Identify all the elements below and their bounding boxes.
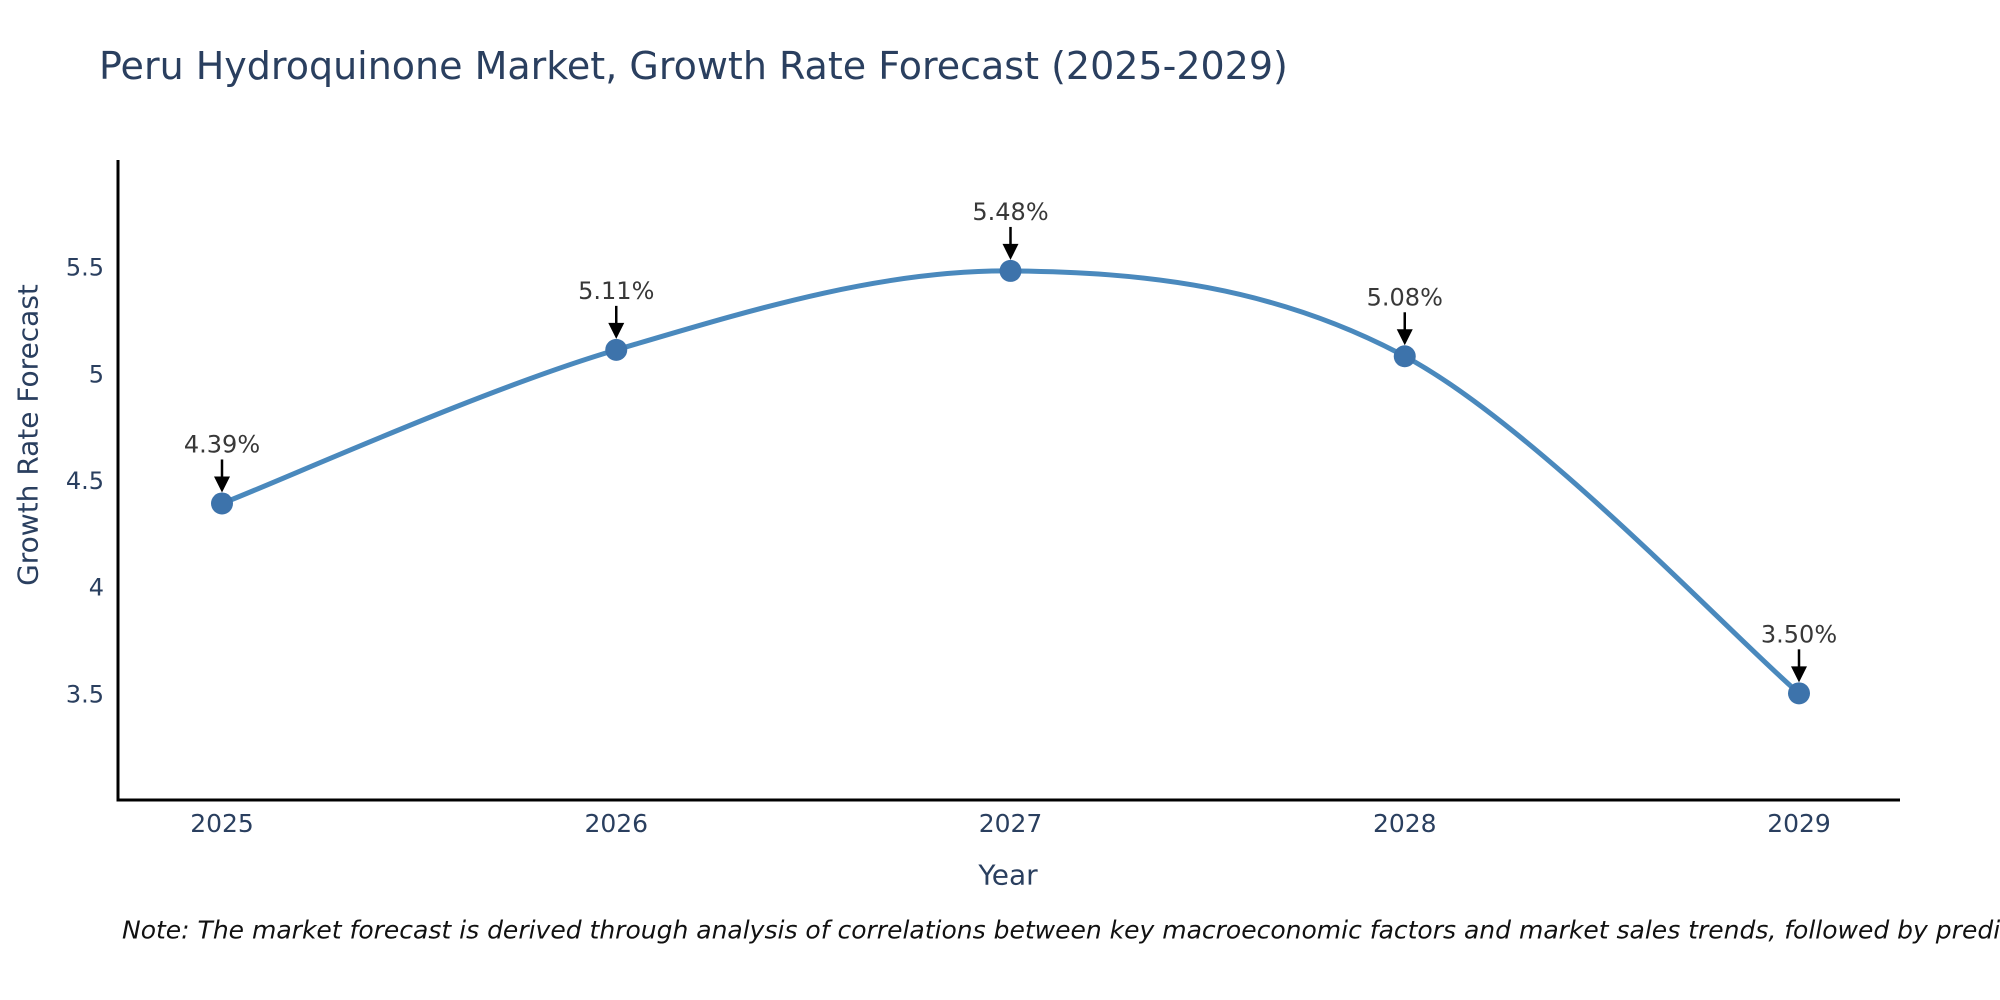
x-tick-label: 2028 [1373,809,1437,838]
point-value-label: 3.50% [1761,620,1837,648]
x-axis-title: Year [978,858,1038,892]
data-point-marker [999,259,1022,282]
y-tick-label: 4 [89,574,104,602]
data-point-marker [1393,345,1416,368]
annotation-arrowhead-icon [1002,243,1019,260]
y-tick-label: 5 [89,360,104,388]
chart-title: Peru Hydroquinone Market, Growth Rate Fo… [99,44,1288,88]
series-layer: 3.5 4 4.5 5 5.5 2025 2026 2027 2028 2029 4.39% 5.11… [66,198,1837,838]
line-path [221,268,1801,696]
y-axis-title: Growth Rate Forecast [11,284,45,586]
x-tick-label: 2027 [979,809,1043,838]
point-value-label: 4.39% [184,430,260,458]
data-point-marker [605,338,628,361]
point-value-label: 5.11% [578,277,654,305]
annotation-arrowhead-icon [1791,666,1807,683]
point-value-label: 5.48% [972,198,1048,226]
annotation-arrowhead-icon [1396,329,1413,346]
y-tick-label: 5.5 [66,254,104,282]
x-tick-label: 2029 [1767,809,1831,838]
data-point-marker [1788,682,1810,705]
x-tick-label: 2025 [190,809,254,838]
footnote-text: Note: The market forecast is derived thr… [122,915,2000,945]
x-tick-label: 2026 [584,809,648,838]
annotation-arrowhead-icon [214,476,230,493]
point-value-label: 5.08% [1367,283,1443,311]
y-tick-label: 3.5 [66,680,104,708]
annotation-arrowhead-icon [608,322,625,339]
y-tick-label: 4.5 [66,467,104,495]
data-point-marker [211,492,233,515]
